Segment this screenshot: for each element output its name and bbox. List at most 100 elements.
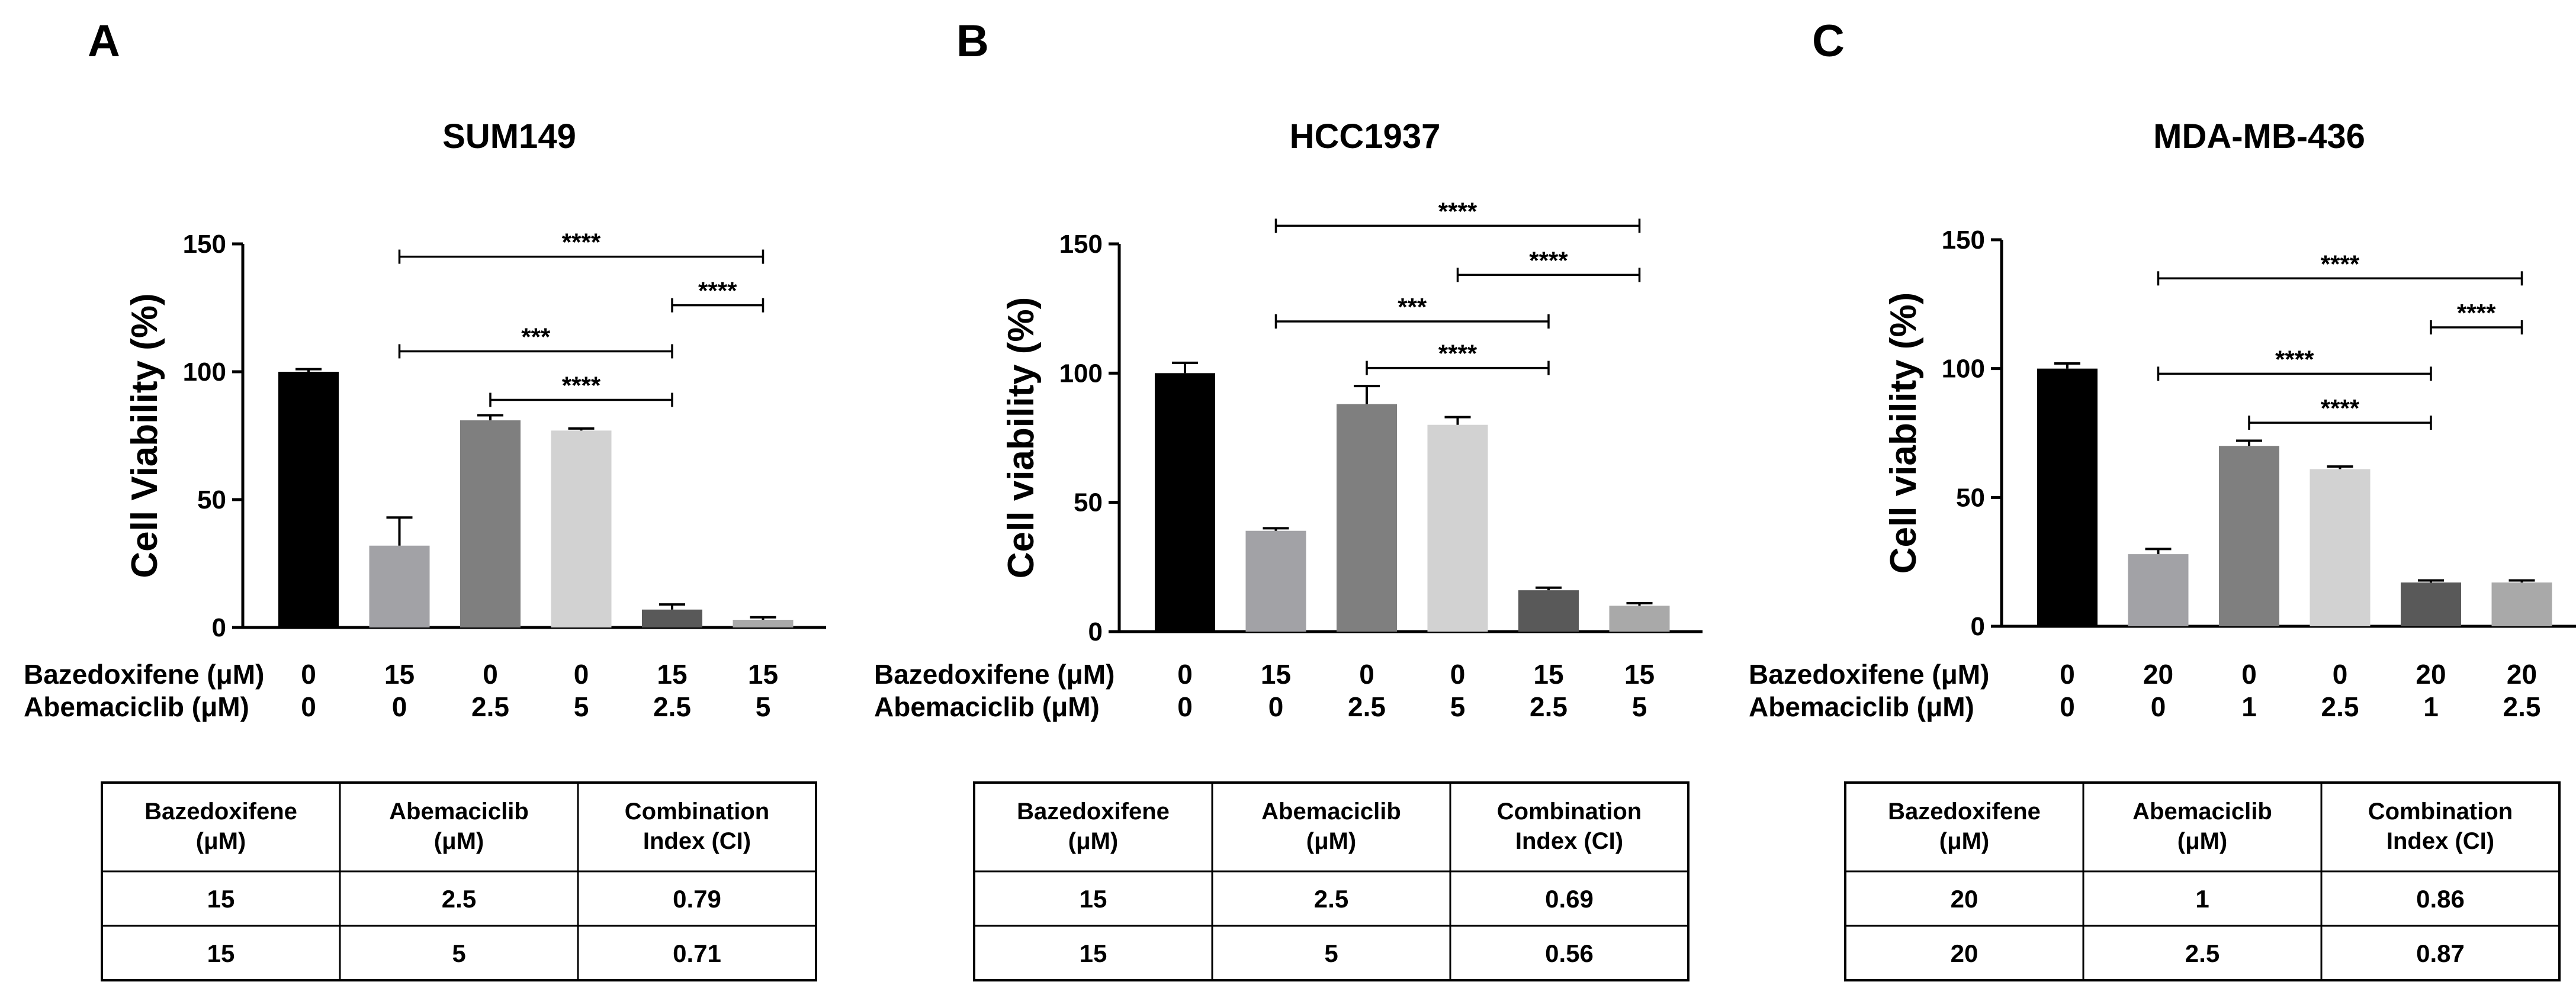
table-header-cell: (μM) xyxy=(1068,828,1118,854)
panel-title: HCC1937 xyxy=(1290,117,1441,156)
bar xyxy=(551,430,612,627)
table-cell: 15 xyxy=(207,939,235,967)
condition-value-abemaciclib: 0 xyxy=(2151,691,2166,722)
y-tick-label: 150 xyxy=(1059,230,1103,259)
significance-label: **** xyxy=(562,372,601,400)
significance-label: **** xyxy=(698,277,737,305)
table-cell: 15 xyxy=(1080,885,1107,913)
y-tick-label: 0 xyxy=(1971,612,1985,641)
condition-value-abemaciclib: 5 xyxy=(1632,691,1647,722)
significance-label: **** xyxy=(562,228,601,256)
y-tick-label: 0 xyxy=(1088,617,1103,646)
table-cell: 0.87 xyxy=(2416,939,2465,967)
significance-label: *** xyxy=(521,323,551,350)
table-header-cell: Combination xyxy=(2368,799,2513,825)
bar xyxy=(2310,469,2371,626)
table-cell: 0.56 xyxy=(1545,939,1594,967)
y-tick-label: 50 xyxy=(197,485,226,514)
y-tick-label: 150 xyxy=(183,230,226,259)
bar xyxy=(2491,582,2552,626)
table-cell: 0.86 xyxy=(2416,885,2465,913)
condition-value-bazedoxifene: 0 xyxy=(1177,659,1193,690)
table-header-cell: (μM) xyxy=(1306,828,1356,854)
condition-value-abemaciclib: 0 xyxy=(1177,691,1193,722)
condition-value-abemaciclib: 0 xyxy=(301,691,316,722)
table-border xyxy=(973,781,1690,981)
y-tick-label: 100 xyxy=(1059,359,1103,388)
condition-value-abemaciclib: 0 xyxy=(2060,691,2075,722)
table-cell: 0.69 xyxy=(1545,885,1594,913)
condition-value-abemaciclib: 5 xyxy=(756,691,771,722)
significance-label: **** xyxy=(2321,250,2360,278)
significance-label: **** xyxy=(2457,299,2496,327)
table-border xyxy=(101,781,817,981)
condition-value-abemaciclib: 1 xyxy=(2241,691,2257,722)
condition-value-bazedoxifene: 15 xyxy=(384,659,415,690)
condition-value-abemaciclib: 5 xyxy=(1450,691,1466,722)
condition-row-label: Bazedoxifene (μM) xyxy=(24,659,264,690)
table-header-cell: Combination xyxy=(625,799,769,825)
bar xyxy=(1155,373,1215,632)
table-header-cell: Bazedoxifene xyxy=(1888,799,2041,825)
condition-value-bazedoxifene: 15 xyxy=(1624,659,1655,690)
condition-value-bazedoxifene: 15 xyxy=(657,659,687,690)
condition-row-label: Bazedoxifene (μM) xyxy=(874,659,1114,690)
condition-value-bazedoxifene: 20 xyxy=(2143,659,2173,690)
table-cell: 15 xyxy=(207,885,235,913)
condition-value-bazedoxifene: 15 xyxy=(1533,659,1563,690)
significance-label: **** xyxy=(1438,197,1477,225)
y-tick-label: 100 xyxy=(183,358,226,387)
panel-letter: B xyxy=(956,16,989,66)
table-header-cell: Bazedoxifene xyxy=(144,799,297,825)
panel-letter: C xyxy=(1812,16,1845,66)
significance-label: **** xyxy=(2275,345,2314,373)
condition-value-bazedoxifene: 0 xyxy=(2060,659,2075,690)
condition-value-bazedoxifene: 20 xyxy=(2416,659,2446,690)
table-cell: 2.5 xyxy=(442,885,476,913)
table-header-cell: Index (CI) xyxy=(643,828,751,854)
table-header-cell: (μM) xyxy=(196,828,246,854)
bar xyxy=(2128,554,2189,626)
panel-title: SUM149 xyxy=(442,117,576,156)
condition-value-bazedoxifene: 0 xyxy=(2333,659,2348,690)
bar xyxy=(1518,590,1579,632)
table-border xyxy=(1844,781,2561,981)
y-axis-label: Cell viability (%) xyxy=(1883,292,1924,574)
table-cell: 5 xyxy=(1324,939,1338,967)
table-cell: 0.79 xyxy=(673,885,721,913)
condition-row-label: Bazedoxifene (μM) xyxy=(1749,659,1989,690)
condition-value-abemaciclib: 5 xyxy=(574,691,589,722)
bar xyxy=(2401,582,2461,626)
bar xyxy=(1427,424,1488,632)
condition-value-bazedoxifene: 15 xyxy=(748,659,778,690)
condition-value-bazedoxifene: 0 xyxy=(574,659,589,690)
y-tick-label: 150 xyxy=(1942,226,1985,255)
table-cell: 2.5 xyxy=(1314,885,1348,913)
condition-row-label: Abemaciclib (μM) xyxy=(874,691,1100,722)
significance-label: **** xyxy=(2321,394,2360,422)
y-tick-label: 50 xyxy=(1956,483,1985,512)
table-header-cell: Index (CI) xyxy=(1515,828,1623,854)
condition-value-abemaciclib: 0 xyxy=(392,691,407,722)
significance-label: **** xyxy=(1438,340,1477,368)
table-header-cell: (μM) xyxy=(1939,828,1989,854)
table-cell: 5 xyxy=(452,939,465,967)
condition-value-bazedoxifene: 15 xyxy=(1261,659,1291,690)
condition-value-bazedoxifene: 0 xyxy=(1359,659,1374,690)
table-header-cell: (μM) xyxy=(2177,828,2227,854)
table-header-cell: Index (CI) xyxy=(2387,828,2494,854)
y-axis-label: Cell Viability (%) xyxy=(124,293,165,578)
significance-label: **** xyxy=(1529,246,1568,274)
table-header-cell: (μM) xyxy=(434,828,484,854)
table-header-cell: Abemaciclib xyxy=(389,799,529,825)
table-cell: 15 xyxy=(1080,939,1107,967)
condition-row-label: Abemaciclib (μM) xyxy=(24,691,249,722)
panel-letter: A xyxy=(88,16,120,66)
condition-row-label: Abemaciclib (μM) xyxy=(1749,691,1974,722)
bar xyxy=(1245,530,1306,632)
condition-value-abemaciclib: 2.5 xyxy=(1348,691,1386,722)
combination-index-table: Bazedoxifene (μM) Abemaciclib (μM) Combinati… xyxy=(973,781,1690,981)
bar xyxy=(2037,368,2098,626)
condition-value-bazedoxifene: 0 xyxy=(301,659,316,690)
